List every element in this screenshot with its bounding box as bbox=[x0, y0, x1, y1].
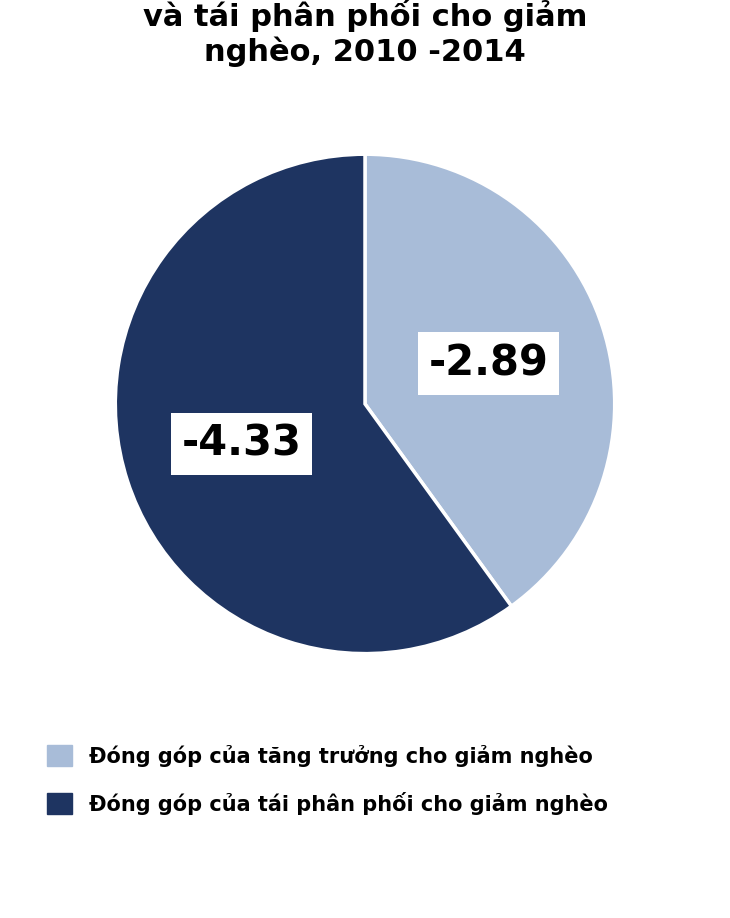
Legend: Đóng góp của tăng trưởng cho giảm nghèo, Đóng góp của tái phân phối cho giảm ngh: Đóng góp của tăng trưởng cho giảm nghèo,… bbox=[47, 744, 607, 815]
Text: -4.33: -4.33 bbox=[182, 423, 301, 465]
Wedge shape bbox=[365, 154, 615, 606]
Text: -2.89: -2.89 bbox=[429, 343, 548, 385]
Title: Đóng góp của tăng trưởng
và tái phân phối cho giảm
nghèo, 2010 -2014: Đóng góp của tăng trưởng và tái phân phố… bbox=[139, 0, 591, 67]
Wedge shape bbox=[115, 154, 512, 654]
